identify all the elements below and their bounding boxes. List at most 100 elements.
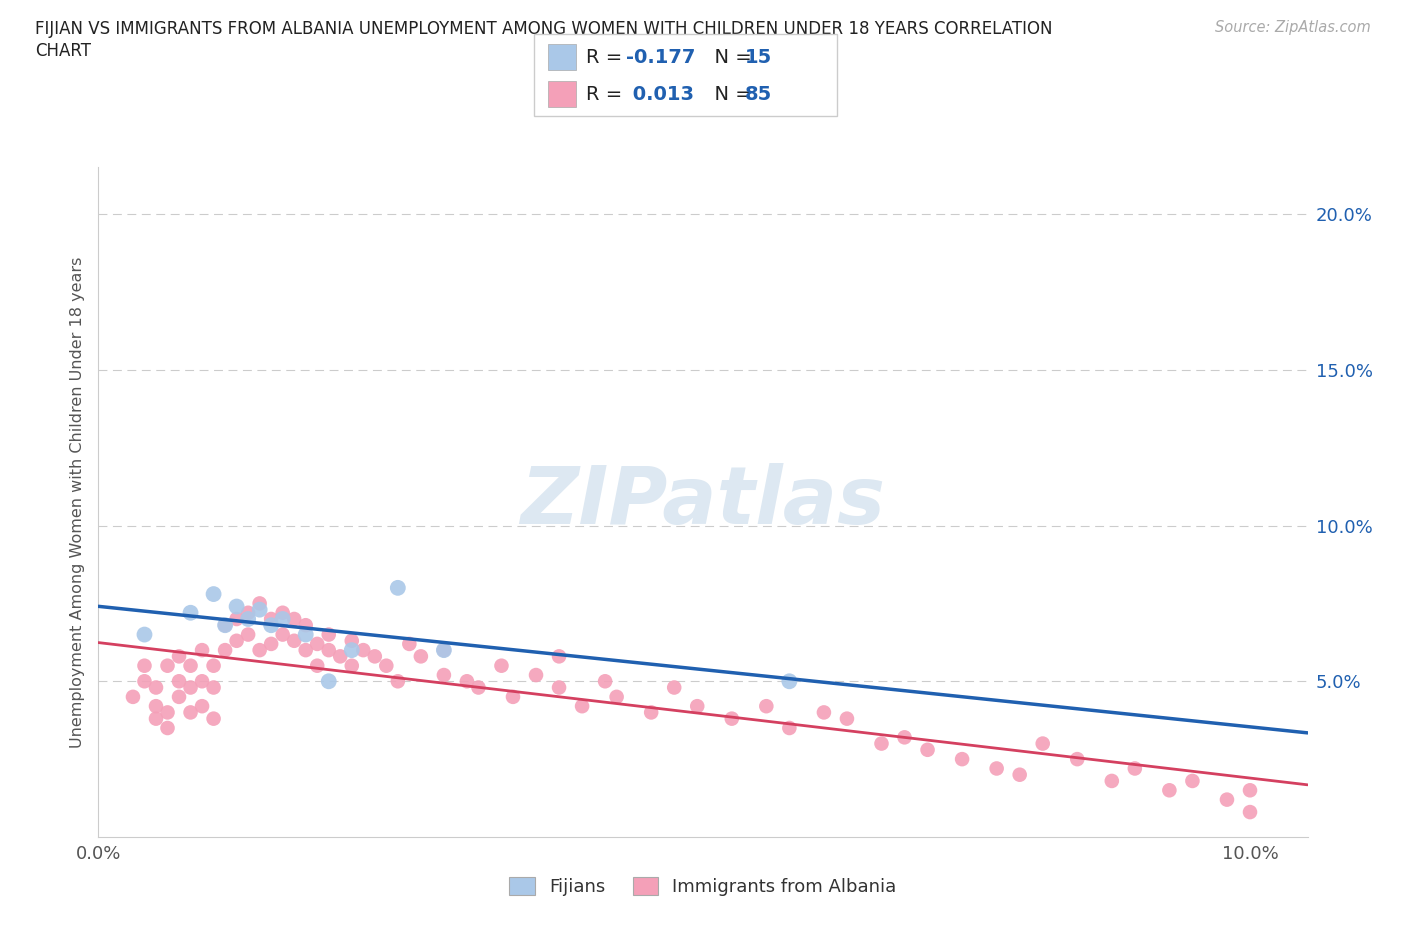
Point [307, 636, 329, 651]
Point [433, 668, 456, 683]
Point [1032, 737, 1054, 751]
Point [917, 742, 939, 757]
Point [524, 668, 547, 683]
Text: FIJIAN VS IMMIGRANTS FROM ALBANIA UNEMPLOYMENT AMONG WOMEN WITH CHILDREN UNDER 1: FIJIAN VS IMMIGRANTS FROM ALBANIA UNEMPL… [35, 20, 1053, 38]
Point [548, 649, 571, 664]
Point [950, 751, 973, 766]
Point [375, 658, 398, 673]
Point [720, 711, 742, 726]
Point [249, 596, 271, 611]
Point [329, 649, 352, 664]
Text: CHART: CHART [35, 42, 91, 60]
Point [387, 674, 409, 689]
Point [893, 730, 915, 745]
Point [1066, 751, 1088, 766]
Point [502, 689, 524, 704]
Point [225, 612, 247, 627]
Point [122, 689, 145, 704]
Text: 15: 15 [745, 47, 772, 67]
Point [214, 618, 236, 632]
Point [156, 705, 179, 720]
Point [156, 721, 179, 736]
Point [236, 605, 259, 620]
Point [283, 633, 305, 648]
Point [167, 674, 190, 689]
Point [571, 698, 593, 713]
Point [778, 721, 800, 736]
Point [167, 689, 190, 704]
Point [202, 658, 225, 673]
Point [167, 649, 190, 664]
Text: ZIPatlas: ZIPatlas [520, 463, 886, 541]
Point [307, 658, 329, 673]
Point [156, 658, 179, 673]
Point [145, 680, 167, 695]
Point [352, 643, 374, 658]
Point [364, 649, 387, 664]
Point [318, 627, 340, 642]
Point [467, 680, 489, 695]
Point [180, 705, 202, 720]
Point [294, 618, 316, 632]
Point [1159, 783, 1181, 798]
Point [260, 612, 283, 627]
Point [340, 643, 363, 658]
Point [180, 605, 202, 620]
Point [214, 618, 236, 632]
Point [433, 643, 456, 658]
Point [870, 737, 893, 751]
Text: Source: ZipAtlas.com: Source: ZipAtlas.com [1215, 20, 1371, 35]
Point [548, 680, 571, 695]
Point [340, 633, 363, 648]
Point [409, 649, 432, 664]
Point [387, 580, 409, 595]
Point [145, 711, 167, 726]
Point [1239, 783, 1261, 798]
Point [1216, 792, 1239, 807]
Point [294, 627, 316, 642]
Point [686, 698, 709, 713]
Point [225, 599, 247, 614]
Text: R =: R = [586, 47, 628, 67]
Point [191, 698, 214, 713]
Point [145, 698, 167, 713]
Point [236, 612, 259, 627]
Point [778, 674, 800, 689]
Point [1101, 774, 1123, 789]
Text: 85: 85 [745, 85, 772, 104]
Point [260, 618, 283, 632]
Point [318, 643, 340, 658]
Point [1008, 767, 1031, 782]
Point [236, 627, 259, 642]
Point [340, 658, 363, 673]
Point [398, 636, 420, 651]
Point [1181, 774, 1204, 789]
Point [180, 680, 202, 695]
Point [640, 705, 662, 720]
Point [214, 643, 236, 658]
Text: N =: N = [702, 85, 758, 104]
Point [271, 627, 294, 642]
Point [202, 587, 225, 602]
Point [225, 633, 247, 648]
Point [593, 674, 616, 689]
Text: R =: R = [586, 85, 628, 104]
Point [271, 605, 294, 620]
Point [813, 705, 835, 720]
Point [294, 643, 316, 658]
Point [134, 627, 156, 642]
Text: -0.177: -0.177 [626, 47, 695, 67]
Point [191, 643, 214, 658]
Point [249, 643, 271, 658]
Legend: Fijians, Immigrants from Albania: Fijians, Immigrants from Albania [501, 868, 905, 905]
Point [835, 711, 858, 726]
Point [664, 680, 686, 695]
Point [180, 658, 202, 673]
Point [191, 674, 214, 689]
Point [491, 658, 513, 673]
Point [134, 658, 156, 673]
Point [134, 674, 156, 689]
Text: 0.013: 0.013 [626, 85, 693, 104]
Point [456, 674, 478, 689]
Point [433, 643, 456, 658]
